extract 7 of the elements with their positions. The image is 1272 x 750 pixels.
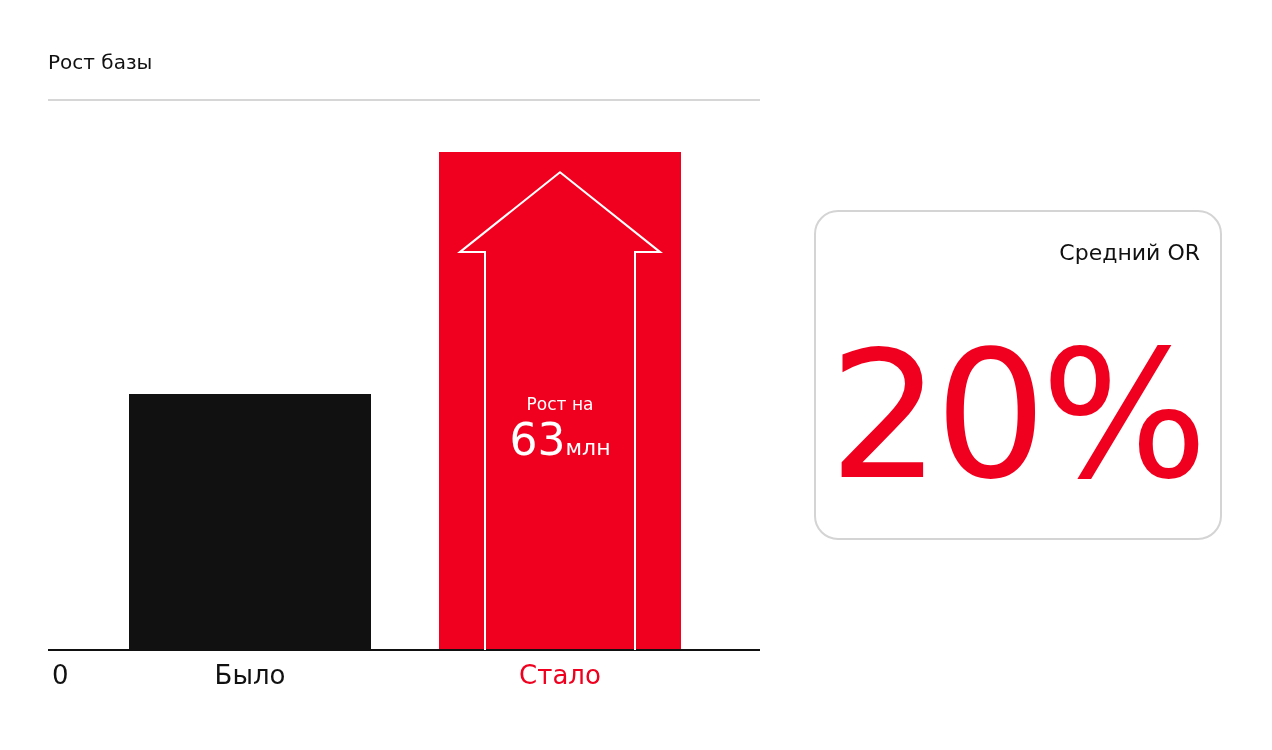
text: Средний OR <box>1059 240 1200 265</box>
text: 20% <box>828 314 1202 519</box>
text: 0 <box>52 660 69 690</box>
annotation: Рост на 63млн <box>508 394 612 465</box>
x-tick-label: Стало <box>519 660 601 690</box>
x-tick-label: Было <box>214 660 286 690</box>
chart-title: Рост базы <box>48 50 153 74</box>
